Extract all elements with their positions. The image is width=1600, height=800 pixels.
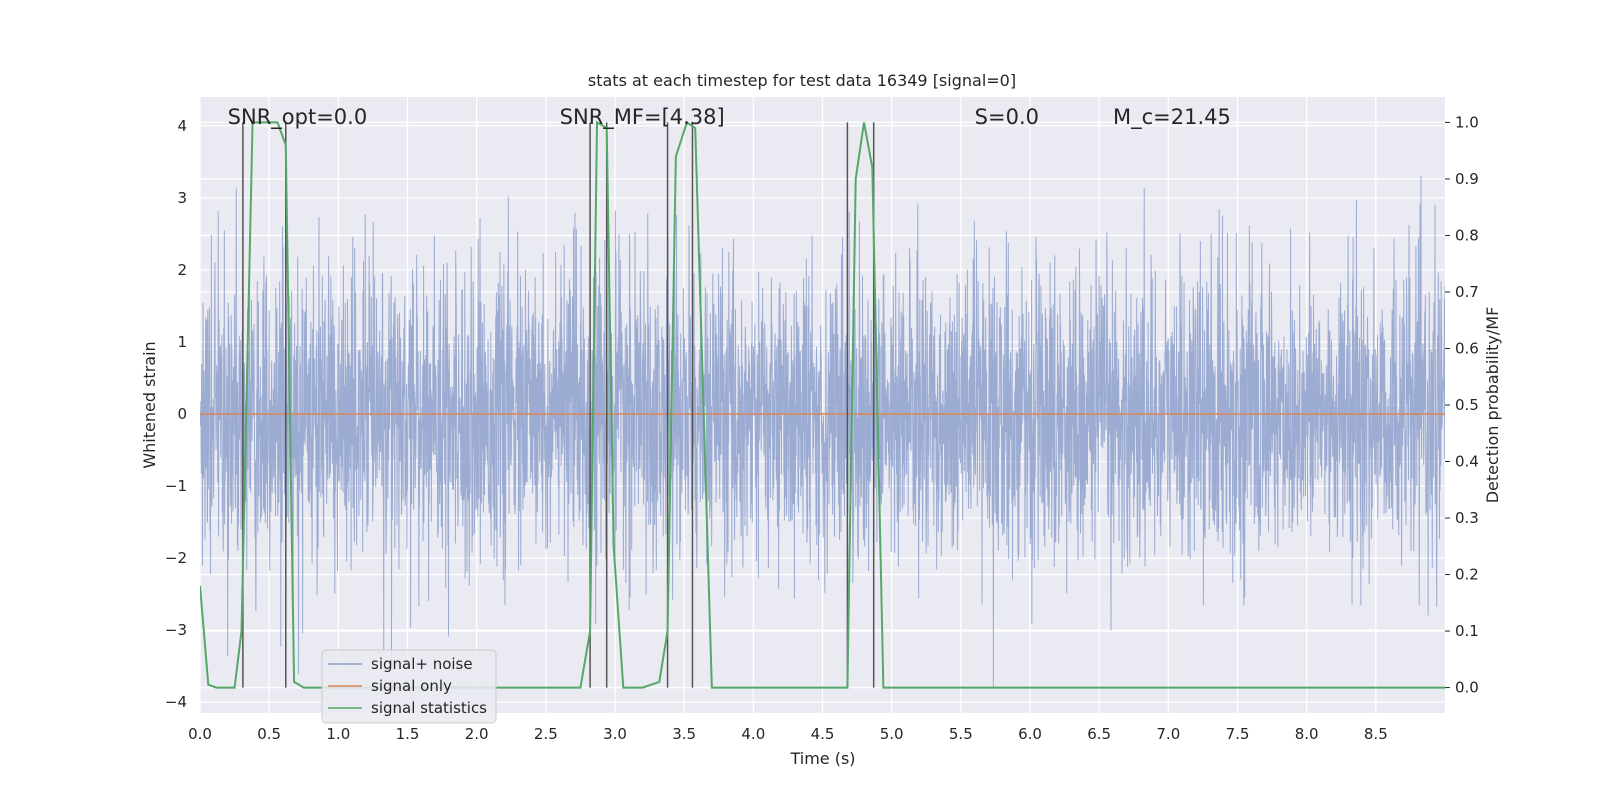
y-axis-right-label: Detection probability/MF	[1483, 307, 1502, 504]
y-right-tick-label: 0.7	[1455, 283, 1479, 301]
x-tick-label: 0.5	[257, 725, 281, 743]
y-left-tick-label: 2	[177, 261, 187, 279]
series-signal-noise	[200, 176, 1445, 688]
annotation-label: SNR_MF=[4.38]	[560, 105, 725, 130]
y-left-tick-label: 3	[177, 189, 187, 207]
y-right-tick-label: 0.5	[1455, 396, 1479, 414]
y-right-tick-label: 0.3	[1455, 509, 1479, 527]
x-tick-label: 8.0	[1295, 725, 1319, 743]
chart-title: stats at each timestep for test data 163…	[588, 71, 1016, 90]
annotation-label: SNR_opt=0.0	[228, 105, 368, 130]
y-axis-left-ticks: 4 3 2 1 0 −1 −2 −3 −4	[165, 117, 187, 711]
series-layer	[200, 120, 1445, 689]
x-tick-label: 2.0	[465, 725, 489, 743]
legend-label-signal: signal only	[371, 677, 452, 695]
x-tick-label: 5.5	[949, 725, 973, 743]
y-right-tick-label: 0.0	[1455, 679, 1479, 697]
x-tick-label: 4.0	[741, 725, 765, 743]
x-tick-label: 1.0	[326, 725, 350, 743]
x-tick-label: 3.0	[603, 725, 627, 743]
y-axis-right-ticks: 1.0 0.9 0.8 0.7 0.6 0.5 0.4 0.3 0.2 0.1 0.0	[1445, 113, 1479, 697]
x-tick-label: 4.5	[811, 725, 835, 743]
x-tick-label: 6.0	[1018, 725, 1042, 743]
y-left-tick-label: 4	[177, 117, 187, 135]
y-left-tick-label: −2	[165, 549, 187, 567]
x-tick-label: 3.5	[672, 725, 696, 743]
x-tick-label: 0.0	[188, 725, 212, 743]
y-right-tick-label: 0.9	[1455, 170, 1479, 188]
x-tick-label: 5.0	[880, 725, 904, 743]
legend-box	[321, 649, 497, 724]
y-axis-left-label: Whitened strain	[140, 341, 159, 468]
y-right-tick-label: 0.4	[1455, 453, 1479, 471]
x-tick-label: 7.5	[1226, 725, 1250, 743]
x-axis-label: Time (s)	[789, 749, 855, 768]
x-tick-label: 2.5	[534, 725, 558, 743]
legend-label-noise: signal+ noise	[371, 655, 473, 673]
y-left-tick-label: −4	[165, 693, 187, 711]
x-tick-label: 8.5	[1364, 725, 1388, 743]
y-left-tick-label: −3	[165, 621, 187, 639]
x-tick-label: 1.5	[396, 725, 420, 743]
y-left-tick-label: −1	[165, 477, 187, 495]
legend-label-stats: signal statistics	[371, 699, 487, 717]
x-tick-label: 7.0	[1156, 725, 1180, 743]
y-right-tick-label: 0.2	[1455, 566, 1479, 584]
y-right-tick-label: 0.6	[1455, 339, 1479, 357]
y-left-tick-label: 1	[177, 333, 187, 351]
series-signal-statistics	[200, 120, 1445, 689]
y-right-tick-label: 0.1	[1455, 622, 1479, 640]
grid	[199, 97, 1445, 713]
x-axis-ticks: 0.0 0.5 1.0 1.5 2.0 2.5 3.0 3.5 4.0 4.5 5.0 5.5 6.0 6…	[188, 725, 1388, 743]
y-left-tick-label: 0	[177, 405, 187, 423]
annotations: SNR_opt=0.0 SNR_MF=[4.38] S=0.0 M_c=21.45	[228, 105, 1231, 130]
x-tick-label: 6.5	[1087, 725, 1111, 743]
legend: signal+ noise signal only signal statist…	[321, 649, 497, 724]
y-right-tick-label: 0.8	[1455, 226, 1479, 244]
annotation-label: S=0.0	[975, 105, 1039, 129]
y-right-tick-label: 1.0	[1455, 113, 1479, 131]
annotation-label: M_c=21.45	[1113, 105, 1231, 130]
